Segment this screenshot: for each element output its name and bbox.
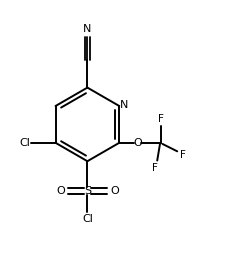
Text: O: O — [133, 138, 142, 148]
Text: Cl: Cl — [82, 214, 93, 224]
Text: F: F — [179, 150, 185, 160]
Text: S: S — [84, 186, 90, 196]
Text: N: N — [83, 24, 91, 34]
Text: Cl: Cl — [19, 138, 30, 148]
Text: O: O — [110, 186, 118, 196]
Text: F: F — [157, 114, 163, 124]
Text: N: N — [120, 100, 128, 110]
Text: F: F — [151, 163, 157, 173]
Text: O: O — [56, 186, 64, 196]
